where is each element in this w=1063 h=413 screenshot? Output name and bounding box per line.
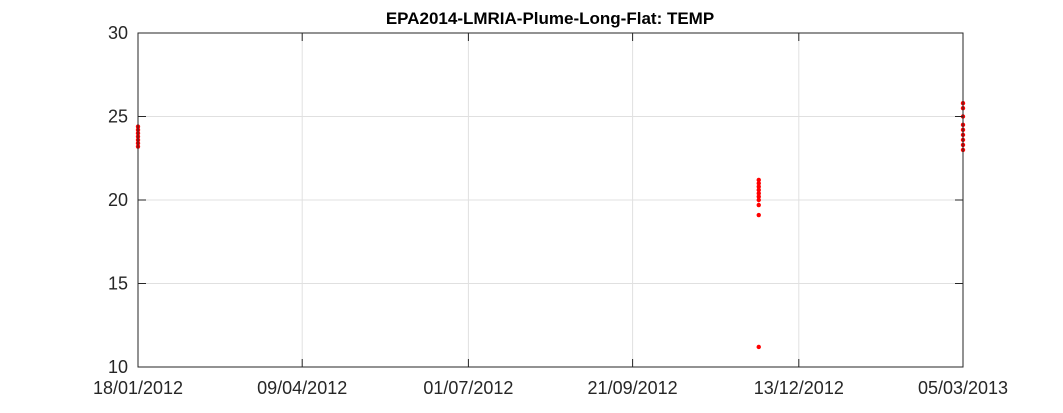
data-point: [756, 177, 761, 183]
y-tick-label: 15: [108, 274, 128, 294]
y-tick-label: 20: [108, 190, 128, 210]
data-point: [756, 202, 761, 208]
grid-lines: [137, 32, 964, 368]
data-point: [756, 184, 761, 189]
y-tick-label: 30: [108, 23, 128, 43]
axis-ticks: [137, 32, 964, 368]
chart-title: EPA2014-LMRIA-Plume-Long-Flat: TEMP: [386, 9, 714, 28]
x-tick-label: 21/09/2012: [588, 378, 678, 398]
x-tick-label: 09/04/2012: [257, 378, 347, 398]
data-point: [756, 181, 761, 186]
data-points: [135, 100, 966, 350]
x-tick-label: 13/12/2012: [754, 378, 844, 398]
tick-labels: 18/01/2012 09/04/2012 01/07/2012 21/09/2012…: [93, 23, 1008, 398]
data-point: [756, 194, 761, 199]
y-tick-label: 10: [108, 357, 128, 377]
data-point: [756, 344, 761, 350]
data-point: [756, 212, 761, 218]
data-point: [756, 191, 761, 196]
data-point: [756, 197, 761, 203]
data-point: [756, 187, 761, 193]
x-tick-label: 18/01/2012: [93, 378, 183, 398]
x-tick-label: 05/03/2013: [918, 378, 1008, 398]
y-tick-label: 25: [108, 107, 128, 127]
x-tick-label: 01/07/2012: [423, 378, 513, 398]
